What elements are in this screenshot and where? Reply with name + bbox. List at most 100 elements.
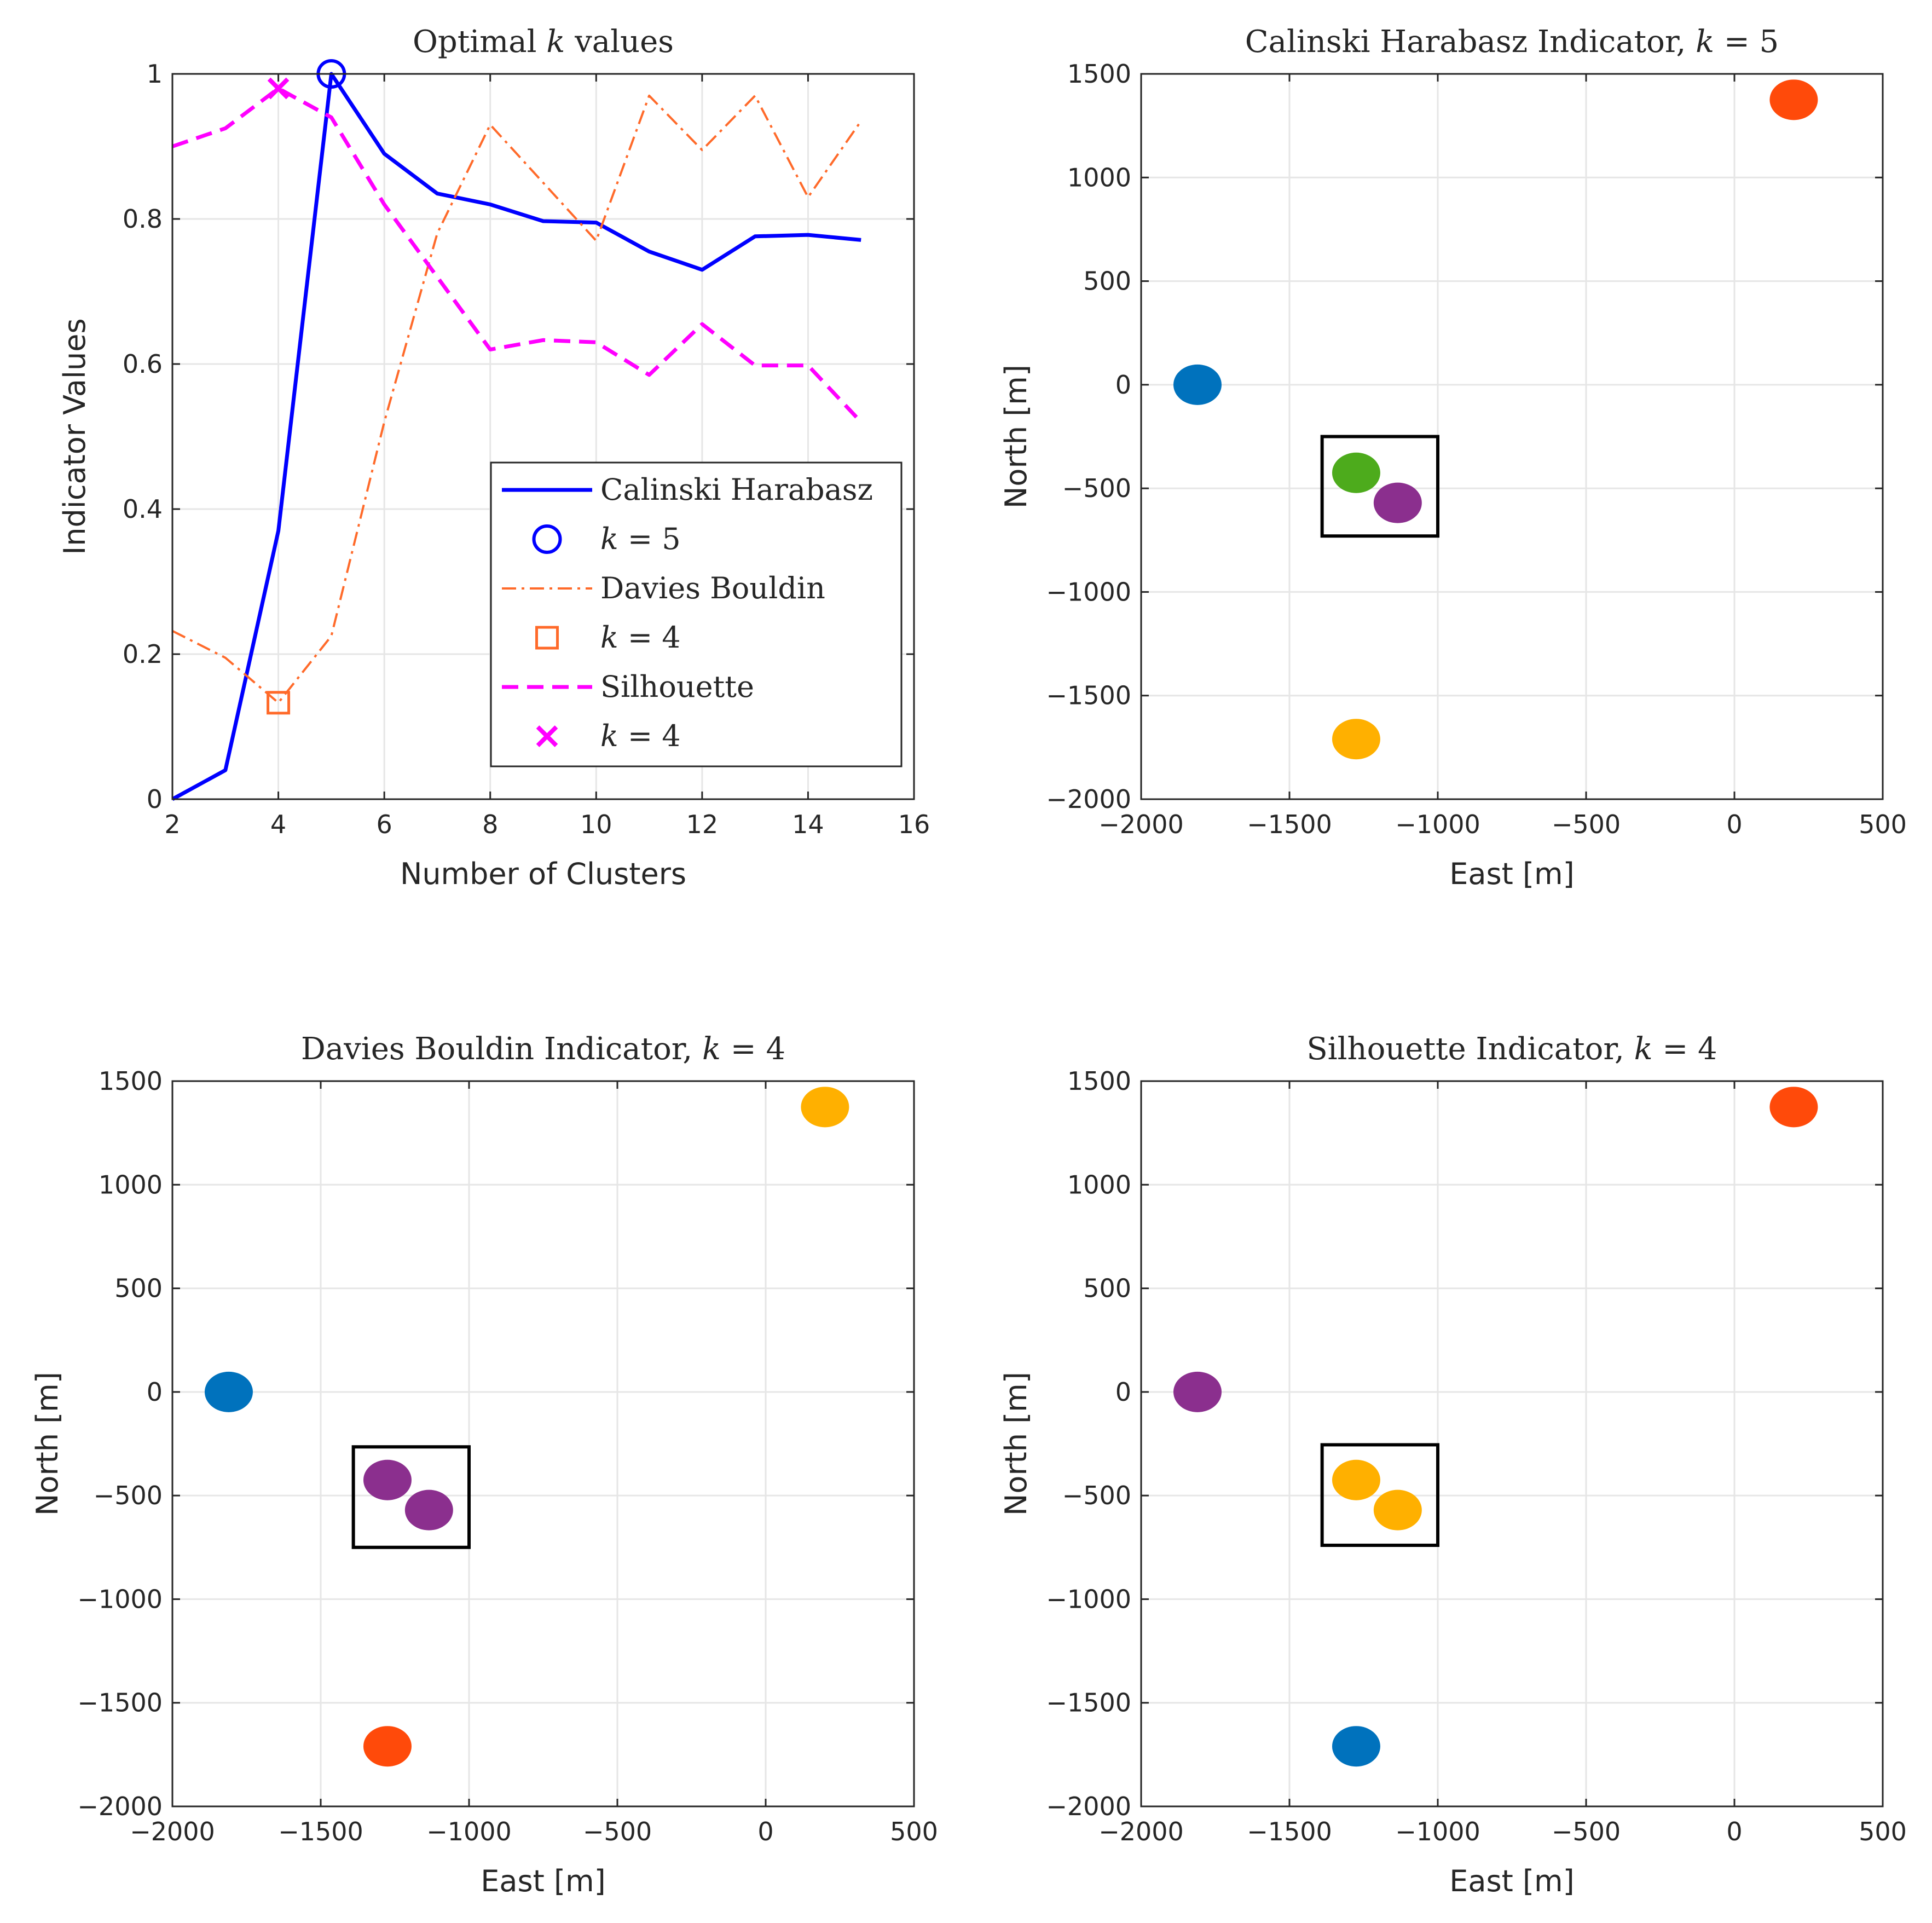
- chart-legend: Calinski Harabasz k = 5 Davies Bouldin k = …: [490, 461, 903, 767]
- title-part: = 5: [1714, 24, 1779, 60]
- legend-marker-square: [535, 626, 559, 650]
- title-part: = 4: [1653, 1031, 1717, 1067]
- y-tick-label: 1500: [99, 1066, 163, 1096]
- chart-panel-1: 2 4 6 8 10 12 14 16 0 0.2 0.4 0.6 0.8 1 Number of Clus…: [57, 24, 930, 891]
- highlight-box: [1320, 435, 1440, 538]
- chart-panel-3: −2000 −1500 −1000 −500 0 500 −2000 −1500 −1000 −5…: [30, 1031, 938, 1898]
- legend-box: [490, 461, 903, 767]
- plot-area: [1141, 74, 1883, 799]
- x-tick-label: −2000: [1098, 1817, 1184, 1846]
- x-tick-label: 500: [1859, 1817, 1907, 1846]
- y-tick-label: −2000: [1046, 784, 1131, 814]
- x-tick-label: 500: [890, 1817, 938, 1846]
- y-tick-label: −2000: [1046, 1792, 1131, 1821]
- y-tick-label: 500: [114, 1274, 163, 1303]
- y-axis-label: North [m]: [999, 1372, 1033, 1516]
- title-part: k: [702, 1031, 721, 1067]
- x-tick-label: 10: [580, 810, 612, 839]
- series-line-calinski-harabasz: [171, 72, 861, 801]
- y-tick-label: −2000: [77, 1792, 163, 1821]
- y-axis-label: North [m]: [999, 365, 1033, 509]
- y-tick-label: 1500: [1067, 59, 1131, 89]
- cluster-point: [801, 1087, 849, 1128]
- axes-frame: [171, 1080, 915, 1807]
- x-tick-label: −500: [1552, 1817, 1621, 1846]
- y-tick-label: 0.8: [123, 204, 163, 234]
- highlight-box: [351, 1445, 471, 1549]
- legend-label: Silhouette: [600, 669, 754, 704]
- cluster-point: [1332, 452, 1380, 493]
- y-tick-label: 0: [1115, 370, 1131, 400]
- axes-frame: [1140, 73, 1884, 800]
- x-tick-label: −500: [583, 1817, 652, 1846]
- plot-area: [1141, 1081, 1883, 1806]
- y-tick-label: −500: [1062, 473, 1131, 503]
- x-tick-label: 2: [164, 810, 180, 839]
- legend-label-eq: = 4: [618, 719, 681, 753]
- x-axis-label: East [m]: [481, 1864, 605, 1898]
- cluster-point: [363, 1459, 412, 1500]
- x-tick-label: −1000: [1395, 1817, 1480, 1846]
- x-tick-label: 14: [792, 810, 824, 839]
- title-part: = 4: [721, 1031, 785, 1067]
- y-tick-label: −500: [1062, 1481, 1131, 1510]
- x-tick-label: 4: [270, 810, 286, 839]
- cluster-point: [1173, 364, 1222, 405]
- title-part: k: [1696, 24, 1714, 60]
- y-tick-label: 0.6: [123, 349, 163, 379]
- legend-marker-x: [536, 725, 558, 747]
- title-part: Silhouette Indicator,: [1306, 1031, 1634, 1067]
- y-tick-label: 0.2: [123, 639, 163, 669]
- title-part: k: [546, 24, 565, 60]
- x-tick-label: −1500: [1247, 810, 1332, 839]
- title-part: values: [565, 24, 674, 60]
- cluster-point: [1373, 482, 1422, 523]
- x-tick-label: 0: [1726, 1817, 1742, 1846]
- x-tick-label: −500: [1552, 810, 1621, 839]
- y-tick-label: 1000: [99, 1170, 163, 1199]
- series-line-silhouette: [171, 86, 863, 424]
- chart-title: Davies Bouldin Indicator, k = 4: [301, 1031, 785, 1067]
- y-axis-label: Indicator Values: [57, 318, 92, 555]
- y-tick-label: 1000: [1067, 1170, 1131, 1199]
- x-tick-label: 500: [1859, 810, 1907, 839]
- legend-label-eq: = 4: [618, 620, 681, 655]
- legend-label-k: k: [600, 719, 618, 753]
- cluster-point: [1769, 1087, 1818, 1128]
- chart-panel-2: −2000 −1500 −1000 −500 0 500 −2000 −1500 −1000 −5…: [999, 24, 1907, 891]
- x-axis-label: East [m]: [1449, 857, 1574, 891]
- chart-title: Silhouette Indicator, k = 4: [1306, 1031, 1717, 1067]
- highlight-box: [1320, 1443, 1440, 1547]
- x-axis-label: East [m]: [1449, 1864, 1574, 1898]
- legend-label: k = 4: [600, 719, 681, 753]
- x-tick-label: −2000: [130, 1817, 215, 1846]
- cluster-point: [363, 1726, 412, 1767]
- title-part: Davies Bouldin Indicator,: [301, 1031, 702, 1067]
- x-tick-label: 12: [686, 810, 719, 839]
- x-tick-label: −1000: [426, 1817, 512, 1846]
- x-tick-label: 0: [757, 1817, 773, 1846]
- x-axis-label: Number of Clusters: [400, 857, 686, 891]
- legend-label: k = 4: [600, 620, 681, 655]
- title-part: Optimal: [413, 24, 546, 60]
- x-tick-label: 0: [1726, 810, 1742, 839]
- cluster-point: [1173, 1371, 1222, 1412]
- legend-label: Davies Bouldin: [600, 571, 825, 605]
- y-tick-label: −500: [94, 1481, 163, 1510]
- y-tick-label: −1500: [1046, 681, 1131, 711]
- y-tick-label: 0: [147, 784, 163, 814]
- legend-label-eq: = 5: [618, 522, 681, 556]
- optimum-marker-square: [267, 691, 291, 715]
- cluster-point: [404, 1489, 453, 1531]
- title-part: k: [1634, 1031, 1653, 1067]
- y-tick-label: 0: [147, 1377, 163, 1407]
- axes-frame: [1140, 1080, 1884, 1807]
- chart-panel-4: −2000 −1500 −1000 −500 0 500 −2000 −1500 −1000 −5…: [999, 1031, 1907, 1898]
- x-tick-label: −2000: [1098, 810, 1184, 839]
- cluster-point: [1373, 1489, 1422, 1531]
- x-tick-label: 16: [898, 810, 930, 839]
- legend-label: Calinski Harabasz: [600, 472, 873, 507]
- y-tick-label: 1: [147, 59, 163, 89]
- cluster-point: [1769, 79, 1818, 120]
